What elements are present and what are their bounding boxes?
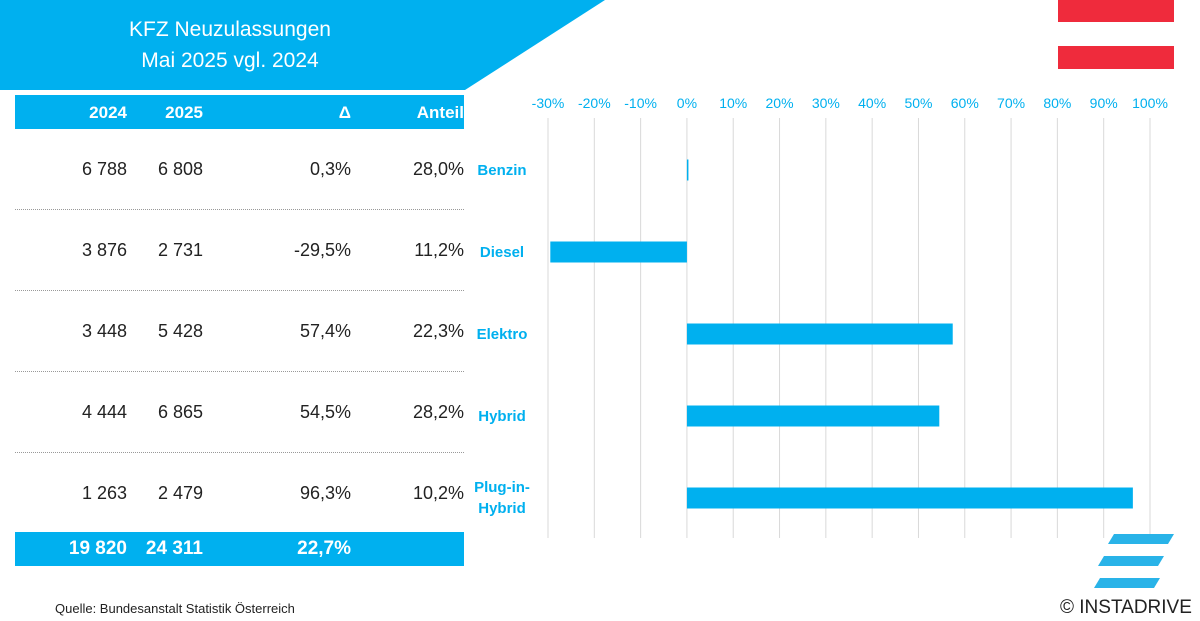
cell-share: 10,2% (412, 483, 464, 503)
category-label: Elektro (467, 324, 537, 345)
total-2025: 24 311 (145, 538, 203, 559)
category-label-line: Elektro (476, 325, 528, 343)
table-row: 6 788 6 808 0,3% 28,0% (15, 129, 464, 210)
cell-2025: 2 479 (157, 483, 203, 503)
header-2024: 2024 (89, 103, 127, 122)
cell-2024: 3 448 (81, 321, 127, 341)
x-tick-label: 40% (858, 95, 886, 111)
category-label: Benzin (467, 160, 537, 181)
bar-plug-in-hybrid (686, 487, 1133, 509)
flag-stripe-top (1058, 0, 1174, 22)
cell-delta: 96,3% (299, 483, 351, 503)
table-header: 2024 2025 Δ Anteil (15, 95, 464, 129)
category-label-line: Hybrid (478, 407, 526, 425)
header-share: Anteil (416, 103, 464, 122)
x-tick-label: 30% (812, 95, 840, 111)
cell-2025: 6 865 (157, 402, 203, 422)
cell-delta: -29,5% (293, 240, 351, 260)
category-label-line: Benzin (477, 161, 527, 179)
source-note: Quelle: Bundesanstalt Statistik Österrei… (55, 601, 295, 616)
table-row: 3 448 5 428 57,4% 22,3% (15, 291, 464, 372)
page-title: KFZ Neuzulassungen Mai 2025 vgl. 2024 (0, 14, 460, 76)
header-2025: 2025 (165, 103, 203, 122)
x-tick-label: 90% (1090, 95, 1118, 111)
title-line-2: Mai 2025 vgl. 2024 (141, 49, 319, 72)
cell-share: 11,2% (414, 240, 464, 260)
cell-delta: 0,3% (309, 159, 351, 179)
x-tick-label: -20% (578, 95, 611, 111)
x-tick-label: 0% (677, 95, 697, 111)
bar-hybrid (686, 405, 940, 427)
category-label: Diesel (467, 242, 537, 263)
instadrive-logo-icon (1094, 534, 1174, 588)
table-total-row: 19 820 24 311 22,7% (15, 532, 464, 566)
x-tick-label: 60% (951, 95, 979, 111)
category-label-line: Plug-in- (474, 479, 530, 496)
cell-delta: 54,5% (299, 402, 351, 422)
category-label-line: Hybrid (478, 500, 526, 517)
title-line-1: KFZ Neuzulassungen (129, 18, 331, 41)
table-row: 1 263 2 479 96,3% 10,2% (15, 453, 464, 533)
x-tick-label: 80% (1043, 95, 1071, 111)
category-label: Plug-in- Hybrid (467, 477, 537, 519)
bar-elektro (686, 323, 953, 345)
category-label-line: Diesel (479, 243, 525, 261)
bar-benzin (686, 159, 689, 181)
total-delta: 22,7% (297, 538, 351, 559)
cell-2024: 6 788 (81, 159, 127, 179)
cell-2025: 2 731 (157, 240, 203, 260)
x-tick-label: 20% (766, 95, 794, 111)
copyright-note: © INSTADRIVE (1060, 597, 1192, 618)
table-row: 3 876 2 731 -29,5% 11,2% (15, 210, 464, 291)
cell-2024: 1 263 (81, 483, 127, 503)
cell-2025: 6 808 (157, 159, 203, 179)
category-label: Hybrid (467, 406, 537, 427)
cell-share: 28,0% (412, 159, 464, 179)
cell-2024: 4 444 (81, 402, 127, 422)
cell-share: 28,2% (412, 402, 464, 422)
x-tick-label: 10% (719, 95, 747, 111)
cell-2025: 5 428 (157, 321, 203, 341)
x-tick-label: 70% (997, 95, 1025, 111)
total-2024: 19 820 (68, 538, 127, 559)
bar-diesel (550, 241, 687, 263)
header-delta: Δ (338, 103, 351, 122)
cell-share: 22,3% (412, 321, 464, 341)
data-table: 2024 2025 Δ Anteil 6 788 6 808 0,3% 28,0… (15, 95, 464, 533)
cell-delta: 57,4% (299, 321, 351, 341)
x-tick-label: 100% (1132, 95, 1168, 111)
x-tick-label: -10% (624, 95, 657, 111)
table-row: 4 444 6 865 54,5% 28,2% (15, 372, 464, 453)
x-tick-label: 50% (904, 95, 932, 111)
x-tick-label: -30% (532, 95, 565, 111)
flag-stripe-middle (1058, 22, 1174, 46)
flag-stripe-bottom (1058, 46, 1174, 69)
cell-2024: 3 876 (81, 240, 127, 260)
